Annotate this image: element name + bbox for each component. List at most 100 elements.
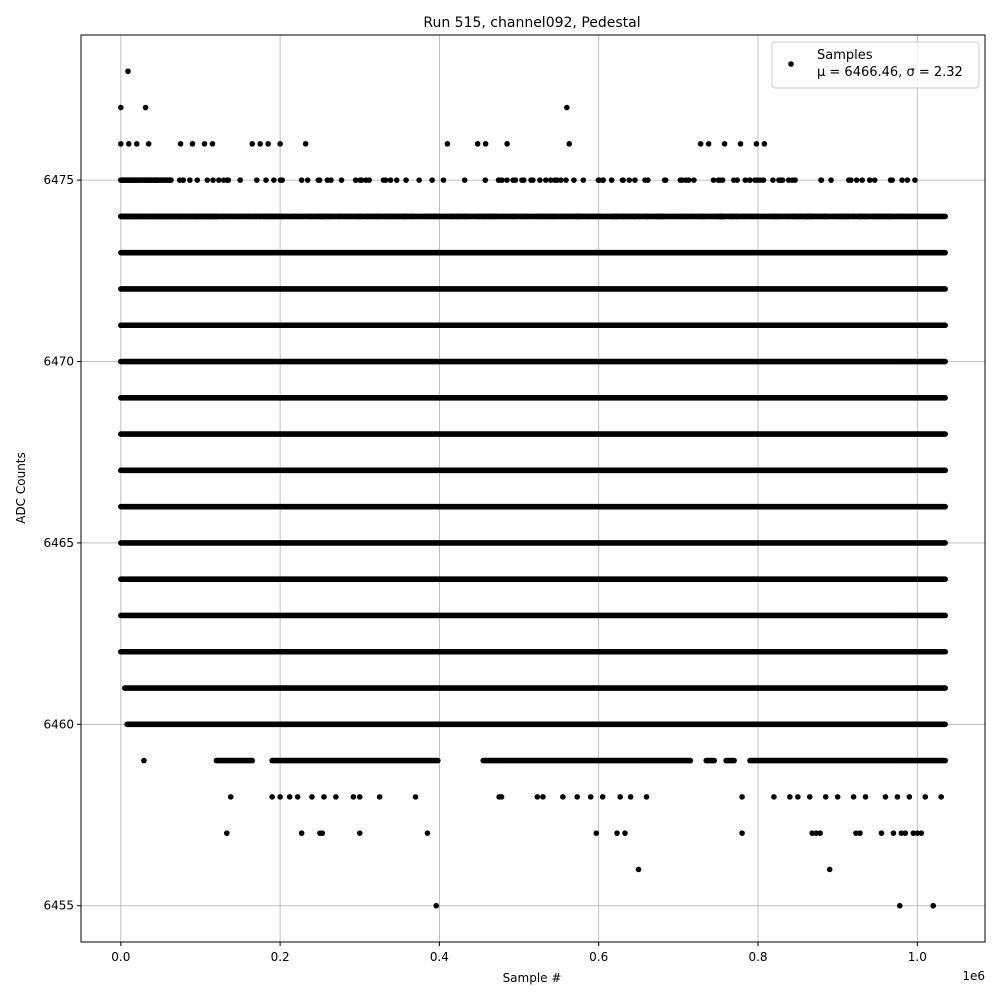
y-tick-label: 6470 — [43, 355, 74, 369]
data-point — [742, 177, 749, 183]
data-point — [853, 830, 859, 836]
data-point — [558, 177, 564, 183]
data-point — [795, 794, 801, 800]
data-point — [350, 794, 357, 800]
data-point — [894, 794, 901, 800]
data-point — [216, 177, 222, 183]
data-point — [826, 866, 833, 873]
data-point — [922, 794, 929, 800]
data-point-band — [269, 757, 441, 764]
x-tick-label: 0.0 — [111, 950, 130, 964]
data-point — [297, 213, 304, 220]
data-point — [253, 213, 260, 220]
data-point — [840, 213, 847, 220]
data-point — [306, 213, 313, 220]
data-point-band — [480, 757, 694, 764]
data-point — [862, 213, 868, 220]
data-point — [930, 902, 937, 909]
data-point — [632, 177, 638, 183]
data-point — [804, 213, 811, 220]
x-tick-label: 0.6 — [589, 950, 608, 964]
data-point — [321, 213, 327, 220]
data-point — [896, 902, 903, 909]
data-point — [705, 141, 712, 147]
data-point — [787, 794, 793, 800]
data-point — [566, 141, 573, 147]
data-point-band — [118, 467, 948, 474]
data-point — [774, 213, 780, 220]
data-point — [336, 213, 342, 220]
data-point — [809, 213, 816, 220]
data-point — [237, 177, 243, 183]
data-point — [813, 830, 819, 836]
data-point — [859, 177, 865, 183]
data-point — [298, 830, 305, 836]
data-point — [380, 177, 387, 183]
data-point — [408, 213, 415, 220]
data-point — [269, 794, 275, 800]
data-point — [400, 213, 407, 220]
data-point — [571, 177, 577, 183]
data-point-band — [118, 648, 948, 655]
data-point — [142, 104, 149, 111]
data-point — [290, 213, 297, 220]
data-point-band — [747, 757, 948, 764]
data-point — [770, 177, 776, 183]
y-axis-label: ADC Counts — [14, 452, 28, 524]
data-point — [377, 213, 384, 220]
data-point — [180, 177, 187, 183]
data-point — [792, 177, 798, 183]
legend: Samples μ = 6466.46, σ = 2.32 — [771, 41, 980, 89]
data-point — [560, 213, 566, 220]
data-point-band — [118, 286, 948, 292]
data-point — [357, 177, 363, 183]
data-point — [246, 213, 253, 220]
data-point — [298, 177, 305, 183]
data-point — [363, 177, 369, 183]
data-point — [739, 794, 745, 800]
y-tick-label: 6475 — [43, 173, 74, 187]
x-axis-ticks: 0.0 0.2 0.4 0.6 0.8 1.0 — [111, 942, 927, 964]
data-point — [225, 213, 231, 220]
data-point — [613, 213, 620, 220]
data-point — [485, 213, 492, 220]
data-point — [853, 177, 860, 183]
data-point — [749, 213, 755, 220]
data-point — [257, 141, 264, 147]
data-point — [608, 177, 615, 183]
data-point — [862, 794, 869, 800]
data-point — [265, 141, 271, 147]
data-point — [294, 794, 301, 800]
data-point — [501, 213, 507, 220]
data-point — [644, 213, 651, 220]
data-point — [141, 757, 147, 764]
data-point — [587, 794, 594, 800]
data-point — [263, 177, 269, 183]
data-point — [871, 177, 878, 183]
data-point — [730, 213, 736, 220]
data-point — [739, 830, 745, 836]
legend-stats-label: μ = 6466.46, σ = 2.32 — [817, 65, 963, 80]
data-point — [133, 141, 140, 147]
data-point — [546, 213, 553, 220]
data-point — [785, 177, 792, 183]
data-point — [688, 213, 695, 220]
data-point — [918, 830, 925, 836]
data-point — [645, 177, 651, 183]
data-point — [627, 794, 634, 800]
data-point — [857, 830, 863, 836]
data-point — [746, 177, 753, 183]
chart-title: Run 515, channel092, Pedestal — [423, 15, 640, 31]
data-point — [223, 830, 230, 836]
data-point — [219, 213, 226, 220]
data-point — [614, 830, 620, 836]
data-point — [697, 141, 704, 147]
data-point-band — [118, 540, 948, 546]
data-point — [482, 177, 489, 183]
data-point — [858, 213, 864, 220]
data-point-band — [118, 213, 222, 220]
data-point — [550, 213, 557, 220]
data-point — [822, 794, 829, 800]
data-point — [817, 830, 823, 836]
data-point — [210, 177, 216, 183]
